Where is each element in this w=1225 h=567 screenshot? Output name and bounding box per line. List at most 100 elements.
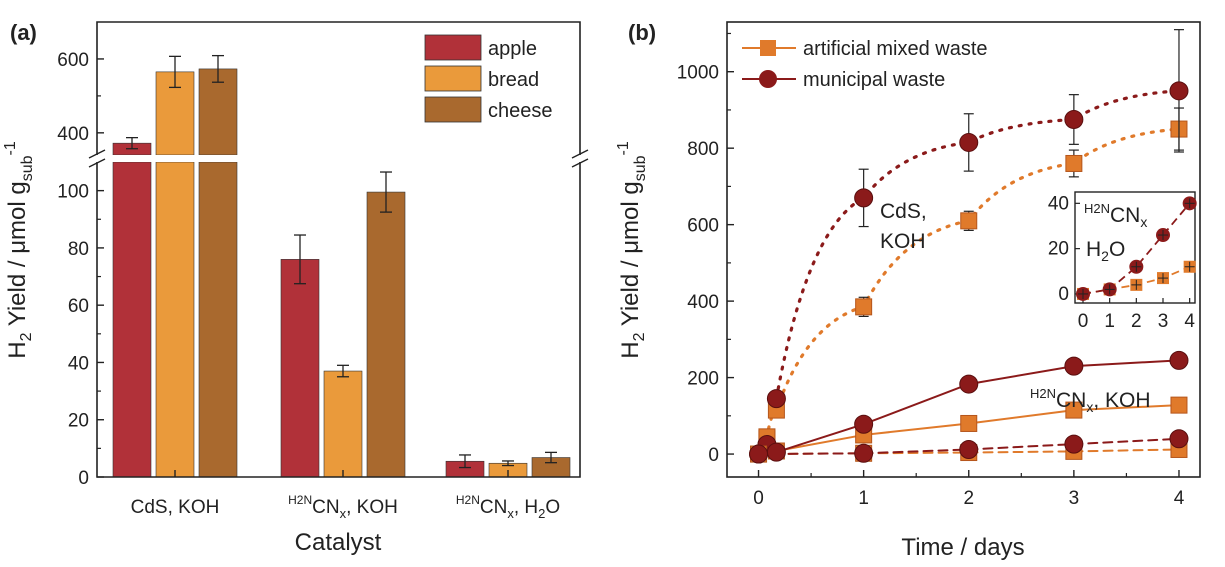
- legend-label: artificial mixed waste: [803, 38, 988, 60]
- x-tick-label: 2: [963, 488, 974, 509]
- bar-cheese: [198, 161, 238, 478]
- y-tick-label: 20: [68, 411, 89, 432]
- data-point-circle: [959, 439, 979, 459]
- label-prefix: H2N: [456, 493, 480, 507]
- data-point-circle: [749, 444, 769, 464]
- plot-frame: [726, 21, 1201, 478]
- label-post: , KOH: [346, 497, 398, 518]
- label-sub: 2: [1101, 248, 1109, 264]
- data-point-circle: [959, 132, 979, 152]
- panel-label-a: (a): [10, 20, 37, 45]
- legend-marker-square: [760, 40, 776, 56]
- axis-frame-upper: [96, 21, 581, 155]
- axis-break-gap: [93, 155, 586, 162]
- label-main: H: [1086, 238, 1101, 261]
- ylabel-h-sub: 2: [631, 332, 648, 341]
- label-prefix: H2N: [1030, 386, 1056, 401]
- y-tick-label: 40: [68, 353, 89, 374]
- label-sub: x: [507, 506, 514, 521]
- label-sub: 2: [538, 506, 545, 521]
- break-mark-right: [571, 158, 589, 168]
- label-main: CN: [480, 497, 507, 518]
- data-point-square: [1170, 396, 1188, 414]
- legend-label-apple: apple: [488, 38, 537, 60]
- data-point-circle: [1064, 434, 1084, 454]
- annotation-cds-koh: CdS,: [880, 200, 927, 223]
- label-sub: x: [340, 506, 347, 521]
- y-axis-title: H2 Yield / μmol gsub-1: [615, 141, 649, 359]
- label-main: CdS, KOH: [131, 497, 220, 518]
- inset-x-tick-label: 1: [1104, 311, 1115, 332]
- label-prefix: H2N: [1084, 201, 1110, 216]
- inset-label: H2NCNx: [1084, 201, 1147, 230]
- ylabel-sub: sub: [632, 155, 649, 181]
- ylabel-h-sub: 2: [18, 332, 35, 341]
- inset-y-tick-label: 20: [1048, 239, 1069, 260]
- y-tick-label: 100: [57, 182, 89, 203]
- inset-x-tick-label: 4: [1184, 311, 1195, 332]
- x-tick-label: 3: [1069, 488, 1080, 509]
- legend-marker-circle: [759, 70, 777, 88]
- legend-label-bread: bread: [488, 69, 539, 91]
- legend-label-cheese: cheese: [488, 100, 553, 122]
- x-tick-label: H2NCNx, KOH: [288, 493, 398, 521]
- ylabel-sub: sub: [19, 155, 36, 181]
- data-point-circle: [1169, 81, 1189, 101]
- bar-apple: [112, 161, 152, 478]
- ylabel-h: H: [4, 341, 31, 358]
- label-main: CN: [1056, 389, 1086, 412]
- bar-cheese: [366, 191, 406, 478]
- label-sub: x: [1086, 399, 1093, 415]
- y-tick-label: 1000: [677, 63, 719, 84]
- bar-apple: [280, 259, 320, 478]
- ylabel-text: Yield / μmol g: [617, 181, 644, 332]
- break-mark-right: [571, 149, 589, 159]
- x-axis-title: Time / days: [901, 534, 1024, 561]
- x-tick-label: 1: [858, 488, 869, 509]
- annotation-cnx-koh: H2NCNx, KOH: [1030, 386, 1151, 415]
- y-tick-label: 200: [687, 369, 719, 390]
- data-point-square: [1065, 401, 1083, 419]
- ylabel-sup: -1: [615, 141, 632, 155]
- data-point-square: [960, 212, 978, 230]
- legend-swatch-bread: [424, 65, 482, 92]
- data-point-circle: [766, 442, 786, 462]
- data-point-circle: [1064, 356, 1084, 376]
- legend-label: municipal waste: [803, 69, 945, 91]
- data-point-circle: [854, 414, 874, 434]
- inset-series-line: [1082, 202, 1191, 295]
- data-point-square: [1065, 154, 1083, 172]
- legend-swatch-cheese: [424, 96, 482, 123]
- bar-bread: [323, 370, 363, 478]
- inset-label: H2O: [1086, 238, 1125, 264]
- label-prefix: H2N: [288, 493, 312, 507]
- inset-y-tick-label: 0: [1058, 284, 1069, 305]
- y-axis-title: H2 Yield / μmol gsub-1: [2, 141, 36, 359]
- data-point-circle: [1169, 350, 1189, 370]
- inset-x-tick-label: 0: [1078, 311, 1089, 332]
- label-tail: O: [1109, 238, 1125, 261]
- data-point-circle: [854, 443, 874, 463]
- data-point-square: [855, 298, 873, 316]
- label-post: , H: [514, 497, 538, 518]
- annotation-cds-koh: KOH: [880, 230, 926, 253]
- label-main: CN: [312, 497, 339, 518]
- x-tick-label: 0: [753, 488, 764, 509]
- y-tick-label: 400: [57, 124, 89, 145]
- data-point-circle: [1064, 110, 1084, 129]
- data-point-circle: [1169, 429, 1189, 449]
- y-tick-label: 0: [708, 445, 719, 466]
- data-point-square: [960, 414, 978, 432]
- bar-bread: [155, 161, 195, 478]
- x-tick-label: CdS, KOH: [131, 497, 220, 518]
- ylabel-sup: -1: [2, 141, 19, 155]
- y-tick-label: 60: [68, 296, 89, 317]
- data-point-circle: [959, 374, 979, 394]
- y-tick-label: 600: [687, 216, 719, 237]
- series-line-CdS, KOH-municipal waste: [774, 89, 1181, 401]
- label-post: , KOH: [1093, 389, 1150, 412]
- label-tail: O: [545, 497, 560, 518]
